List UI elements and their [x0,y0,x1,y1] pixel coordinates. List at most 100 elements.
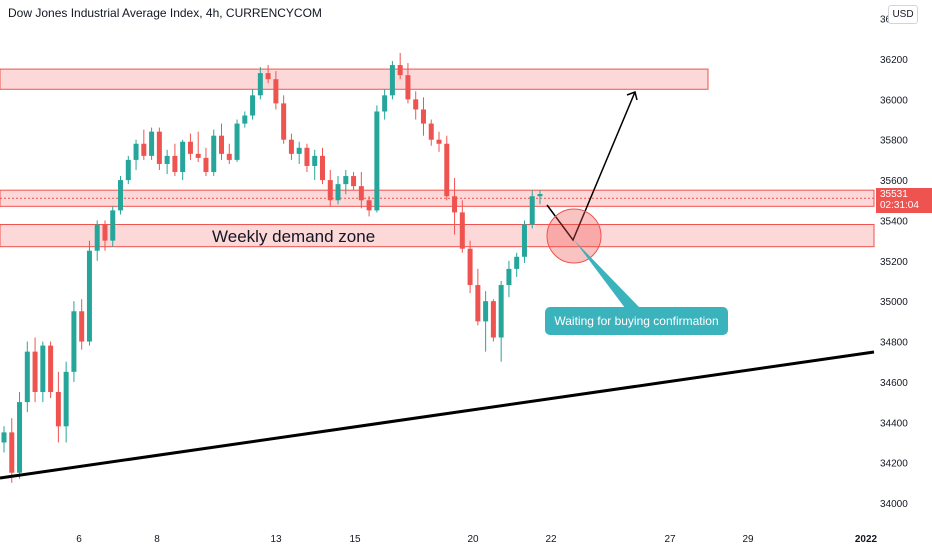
zone-label: Weekly demand zone [212,227,376,246]
price-tick-label: 35400 [880,216,908,227]
candle-body [475,285,481,322]
candle-body [187,141,193,154]
candle-body [203,157,209,173]
price-tick-label: 36000 [880,95,908,106]
candle-body [459,212,465,249]
candle-body [389,65,395,96]
time-axis: 6 8 13 15 20 22 27 29 2022 [76,534,877,545]
candles[interactable] [1,52,543,483]
price-tick-label: 34600 [880,378,908,389]
time-tick-label: 20 [467,534,479,545]
price-tick-label: 36200 [880,55,908,66]
candle-body [172,155,178,173]
confirmation-circle [546,208,602,264]
candle-body [436,139,442,144]
note-callout[interactable]: Waiting for buying confirmation [545,307,728,335]
candle-body [467,248,473,286]
candle-body [211,135,217,173]
price-tick-label: 35000 [880,297,908,308]
candle-body [288,139,294,154]
time-tick-label: 15 [349,534,361,545]
candle-body [219,135,225,154]
bar-timer: 02:31:04 [880,200,919,211]
time-tick-label: 29 [742,534,754,545]
candle-body [498,285,504,338]
price-tick-label: 35200 [880,257,908,268]
candle-body [32,351,38,392]
candle-body [125,159,131,181]
price-tick-label: 35800 [880,136,908,147]
chart-title: Dow Jones Industrial Average Index, 4h, … [8,6,322,20]
candle-body [327,180,333,201]
candle-body [514,256,520,269]
candle-body [366,200,372,211]
candle-body [358,186,364,201]
candle-body [149,131,155,156]
candle-body [304,147,310,166]
time-tick-label: 8 [154,534,160,545]
candle-body [164,155,170,164]
candle-body [319,155,325,181]
price-tick-label: 34400 [880,418,908,429]
candle-body [133,143,139,160]
candle-body [452,196,458,213]
candle-body [24,351,30,403]
candle-body [118,180,124,211]
candle-body [529,196,535,225]
candle-body [48,345,54,392]
candle-body [483,301,489,322]
candle-body [55,392,61,427]
candle-body [250,95,256,116]
candle-body [79,311,85,342]
candle-body [9,432,15,473]
candle-body [17,402,23,473]
time-tick-label: 2022 [855,534,878,545]
drawings [0,91,875,480]
time-tick-label: 22 [545,534,557,545]
candle-body [40,345,46,392]
time-tick-label: 6 [76,534,82,545]
zones [0,68,875,248]
candle-body [413,99,419,110]
candle-body [234,123,240,160]
candle-body [312,155,318,166]
candle-body [397,65,403,76]
candle-body [141,143,147,156]
demand-zone [0,223,875,248]
candle-body [444,143,450,197]
candle-body [428,123,434,140]
arrow-head [626,91,638,101]
candle-body [86,250,92,342]
time-tick-label: 13 [270,534,282,545]
demand-zone [0,68,709,90]
candle-body [226,153,232,160]
currency-button[interactable]: USD [888,5,918,24]
candle-body [405,75,411,100]
candle-body [296,147,302,154]
candle-body [490,301,496,338]
last-price-tag: 35531 02:31:04 [876,188,932,213]
candle-body [71,311,77,372]
candle-body [281,103,287,140]
candle-body [374,111,380,211]
candle-body [180,141,186,173]
candle-body [382,95,388,112]
candle-body [506,268,512,286]
candle-body [1,432,7,443]
price-tick-label: 35600 [880,176,908,187]
candle-body [335,184,341,201]
candle-body [156,131,162,164]
price-tick-label: 34200 [880,459,908,470]
candle-body [420,109,426,124]
candle-body [537,194,543,197]
last-price: 35531 [880,189,908,200]
candle-body [521,224,527,257]
candle-body [242,115,248,124]
price-axis: 34000 34200 34400 34600 34800 35000 35200 35400… [880,15,908,510]
candle-body [195,153,201,158]
candle-body [273,79,279,104]
candle-body [102,224,108,241]
price-tick-label: 34000 [880,499,908,510]
candle-body [343,176,349,185]
